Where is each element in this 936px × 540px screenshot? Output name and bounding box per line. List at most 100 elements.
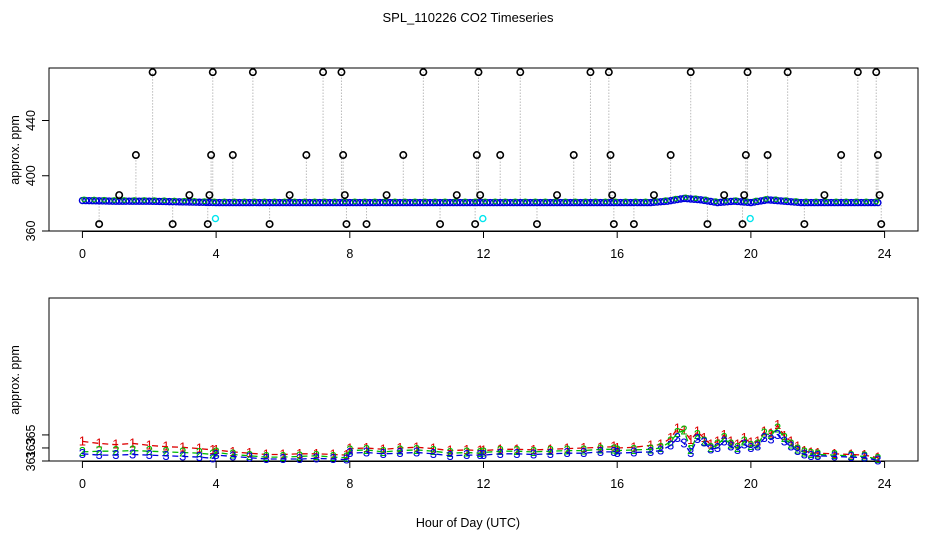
bottom-series-3-marker: 3 xyxy=(754,439,761,454)
top-raw-sample-point xyxy=(471,220,480,229)
bottom-ytick-label: 363 xyxy=(24,437,38,458)
bottom-series-2-marker: 2 xyxy=(754,437,761,452)
top-baseline-marker-2 xyxy=(261,198,268,205)
bottom-series-2-marker: 2 xyxy=(212,445,219,460)
top-raw-sample-point xyxy=(95,220,104,229)
top-baseline-marker-2 xyxy=(131,197,138,203)
bottom-series-2-marker: 2 xyxy=(246,448,253,463)
top-baseline-marker-2 xyxy=(321,198,328,205)
top-raw-sample-point xyxy=(248,68,257,77)
bottom-series-3-marker: 3 xyxy=(761,430,768,445)
bottom-series-1-marker: 1 xyxy=(781,428,788,443)
top-xtick-label: 0 xyxy=(79,247,86,261)
bottom-series-2-marker: 2 xyxy=(848,448,855,463)
bottom-series-1-marker: 1 xyxy=(767,426,774,441)
top-baseline-marker-2 xyxy=(402,198,408,205)
bottom-series-2-marker: 2 xyxy=(707,440,714,455)
top-cyan-sample-point xyxy=(479,214,487,223)
top-baseline-marker-2 xyxy=(392,198,398,205)
bottom-series-1-marker: 1 xyxy=(480,443,487,458)
top-baseline-marker-2 xyxy=(281,198,288,205)
top-baseline-marker-2 xyxy=(361,198,368,205)
bottom-series-3-marker: 3 xyxy=(162,448,169,463)
top-baseline-marker-2 xyxy=(151,197,158,204)
bottom-series-3-marker: 3 xyxy=(741,437,748,452)
top-raw-sample-point xyxy=(837,151,846,160)
top-raw-sample-point xyxy=(131,151,140,160)
top-baseline-marker-2 xyxy=(732,197,739,204)
bottom-series-2-marker: 2 xyxy=(801,445,808,460)
bottom-series-2-marker: 2 xyxy=(530,444,537,459)
bottom-series-2-marker: 2 xyxy=(179,445,186,460)
top-raw-sample-point xyxy=(452,191,461,200)
bottom-series-1-marker: 1 xyxy=(343,447,350,462)
bottom-series-1-marker: 1 xyxy=(96,435,103,450)
bottom-series-1-marker: 1 xyxy=(874,450,881,465)
top-raw-sample-point xyxy=(741,151,750,160)
bottom-series-3-marker: 3 xyxy=(814,448,821,463)
bottom-series-2-marker: 2 xyxy=(680,422,687,437)
bottom-series-1-marker: 1 xyxy=(179,439,186,454)
bottom-series-2-marker: 2 xyxy=(714,437,721,452)
bottom-series-1-marker: 1 xyxy=(196,441,203,456)
bottom-ytick-label: 361 xyxy=(24,451,38,472)
bottom-series-1-marker: 1 xyxy=(129,435,136,450)
bottom-series-3-marker: 3 xyxy=(380,446,387,461)
top-raw-sample-point xyxy=(474,68,483,77)
top-baseline-marker-2 xyxy=(712,198,719,205)
bottom-series-1-marker: 1 xyxy=(848,446,855,461)
bottom-series-3-marker: 3 xyxy=(727,439,734,454)
bottom-series-3-marker: 3 xyxy=(580,445,587,460)
top-raw-sample-point xyxy=(265,220,274,229)
bottom-series-3-marker: 3 xyxy=(396,445,403,460)
bottom-series-2-marker: 2 xyxy=(209,446,216,461)
top-baseline-marker-2 xyxy=(823,198,829,205)
top-baseline-marker-2 xyxy=(702,196,709,203)
bottom-series-1-marker: 1 xyxy=(721,427,728,442)
top-raw-sample-point xyxy=(207,151,216,160)
top-raw-sample-point xyxy=(586,68,595,77)
top-raw-sample-point xyxy=(877,220,886,229)
bottom-series-2-marker: 2 xyxy=(597,441,604,456)
top-panel-ylabel: approx. ppm xyxy=(8,115,22,184)
top-raw-sample-point xyxy=(800,220,809,229)
bottom-series-2-marker: 2 xyxy=(162,444,169,459)
bottom-xtick-label: 20 xyxy=(744,477,758,491)
bottom-series-3-marker: 3 xyxy=(597,444,604,459)
bottom-series-3-marker: 3 xyxy=(129,446,136,461)
top-baseline-marker-2 xyxy=(622,198,629,205)
top-raw-sample-point xyxy=(738,220,747,229)
bottom-series-3-marker: 3 xyxy=(831,448,838,463)
bottom-series-2-marker: 2 xyxy=(874,451,881,466)
bottom-series-3-marker: 3 xyxy=(363,445,370,460)
top-baseline-marker-2 xyxy=(201,198,208,205)
bottom-series-3-marker: 3 xyxy=(734,442,741,457)
bottom-series-1-marker: 1 xyxy=(346,441,353,456)
bottom-series-1-marker: 1 xyxy=(610,439,617,454)
bottom-series-3-marker: 3 xyxy=(346,445,353,460)
bottom-series-3-marker: 3 xyxy=(721,433,728,448)
bottom-series-3-marker: 3 xyxy=(747,440,754,455)
bottom-series-3-marker: 3 xyxy=(146,447,153,462)
top-raw-sample-point xyxy=(553,191,562,200)
top-baseline-marker-2 xyxy=(191,198,198,204)
bottom-series-1-marker: 1 xyxy=(807,445,814,460)
bottom-xtick-label: 12 xyxy=(477,477,491,491)
bottom-xtick-label: 16 xyxy=(610,477,624,491)
bottom-series-2-marker: 2 xyxy=(687,442,694,457)
bottom-series-1-marker: 1 xyxy=(801,443,808,458)
bottom-series-1-marker: 1 xyxy=(497,441,504,456)
bottom-series-1-marker: 1 xyxy=(761,424,768,439)
bottom-series-3-marker: 3 xyxy=(630,445,637,460)
bottom-series-1-marker: 1 xyxy=(530,442,537,457)
top-baseline-marker-2 xyxy=(81,196,87,203)
top-baseline-marker-2 xyxy=(161,197,168,204)
bottom-series-3-marker: 3 xyxy=(610,444,617,459)
bottom-series-1-marker: 1 xyxy=(597,439,604,454)
top-baseline-marker-2 xyxy=(291,198,298,205)
bottom-series-2-marker: 2 xyxy=(767,427,774,442)
top-baseline-marker-2 xyxy=(592,198,599,205)
bottom-series-2-marker: 2 xyxy=(463,445,470,460)
top-raw-sample-point xyxy=(337,68,346,77)
bottom-series-2-marker: 2 xyxy=(96,443,103,458)
